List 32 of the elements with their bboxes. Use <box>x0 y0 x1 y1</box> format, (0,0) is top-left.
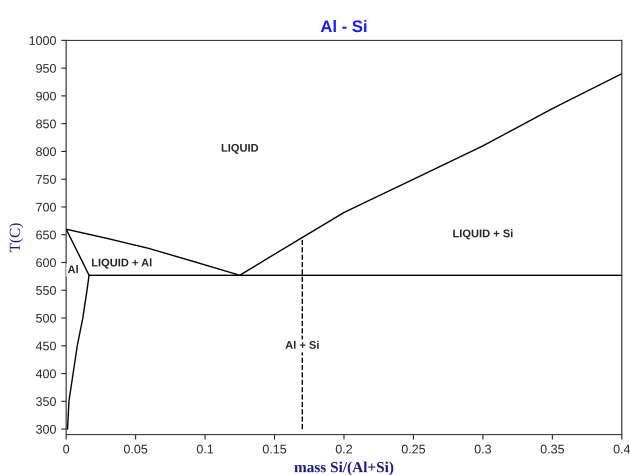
x-tick-label: 0.1 <box>196 444 214 454</box>
annotation: LIQUID <box>222 144 258 154</box>
x-tick-label: 0.35 <box>540 444 564 454</box>
y-tick-label: 1000 <box>30 36 56 46</box>
y-tick-label: 300 <box>36 424 56 434</box>
y-axis-title: T(C) <box>9 223 24 252</box>
y-tick-label: 400 <box>36 369 56 378</box>
x-tick-label: 0.4 <box>614 444 630 454</box>
x-tick-label: 0 <box>63 444 70 454</box>
y-tick-label: 750 <box>36 174 56 184</box>
y-tick-label: 650 <box>36 230 56 240</box>
x-tick-label: 0.2 <box>336 444 352 454</box>
x-tick-label: 0.3 <box>474 444 492 454</box>
x-axis-title: mass Si/(Al+Si) <box>294 462 394 475</box>
annotation: LIQUID + Al <box>92 258 152 269</box>
y-tick-label: 450 <box>36 342 56 350</box>
y-tick-label: 700 <box>36 202 56 212</box>
y-tick-label: 350 <box>36 397 56 406</box>
annotation: Al <box>68 265 78 274</box>
y-tick-label: 600 <box>36 258 56 268</box>
y-tick-label: 500 <box>36 314 56 323</box>
annotation: Al + Si <box>285 340 319 349</box>
chart-title: Al - Si <box>320 20 366 32</box>
y-tick-label: 800 <box>36 147 56 156</box>
x-tick-label: 0.25 <box>402 444 426 454</box>
y-tick-label: 900 <box>36 92 56 101</box>
x-tick-label: 0.15 <box>262 444 286 454</box>
x-tick-label: 0.05 <box>124 444 148 454</box>
y-tick-label: 950 <box>36 64 56 73</box>
y-tick-label: 850 <box>36 119 56 128</box>
y-tick-label: 550 <box>36 286 56 295</box>
annotation: LIQUID + Si <box>453 229 513 240</box>
